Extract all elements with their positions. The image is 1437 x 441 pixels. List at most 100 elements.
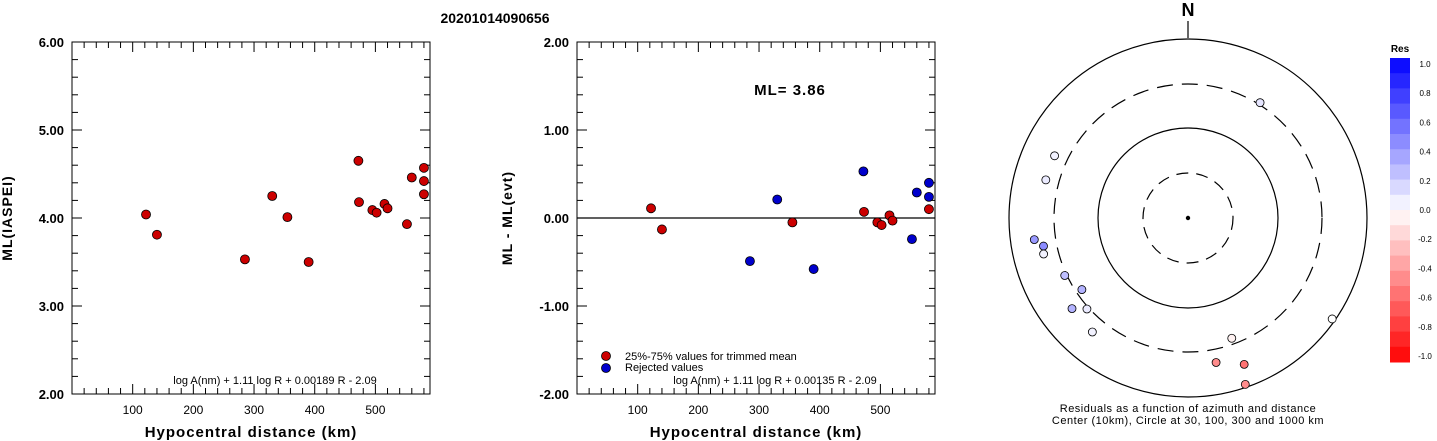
middle-y-tick-label: -1.00 bbox=[539, 299, 569, 314]
left-x-tick-label: 200 bbox=[183, 403, 203, 417]
colorbar-tick-label: 0.0 bbox=[1419, 206, 1431, 215]
middle-data-point-red bbox=[887, 215, 898, 226]
left-data-point bbox=[371, 207, 382, 218]
left-x-tick-label: 500 bbox=[365, 403, 385, 417]
colorbar-cell bbox=[1390, 316, 1410, 333]
middle-y-tick-label: 1.00 bbox=[544, 123, 569, 138]
left-y-axis-label: ML(IASPEI) bbox=[0, 175, 15, 260]
polar-data-point bbox=[1050, 151, 1059, 161]
polar-caption-line1: Residuals as a function of azimuth and d… bbox=[1060, 403, 1316, 415]
middle-x-tick-label: 300 bbox=[749, 403, 769, 417]
polar-points bbox=[1029, 98, 1337, 389]
colorbar-cell bbox=[1390, 58, 1410, 74]
circle-100km bbox=[1097, 127, 1279, 309]
left-data-point bbox=[303, 257, 314, 267]
middle-formula: log A(nm) + 1.11 log R + 0.00135 R - 2.0… bbox=[673, 375, 876, 387]
colorbar-cell bbox=[1390, 301, 1410, 317]
colorbar: Res 1.0 0.8 0.6 0.4 0.2 0.0 -0.2 -0.4 -0.6 -0.8 -1… bbox=[1390, 44, 1432, 363]
colorbar-cell bbox=[1390, 88, 1410, 105]
left-chart: 2.00 3.00 4.00 5.00 6.00 100 200 300 400 500 log… bbox=[0, 35, 431, 441]
left-plot-frame bbox=[71, 41, 431, 395]
left-data-point bbox=[354, 197, 364, 208]
middle-y-axis-label: ML - ML(evt) bbox=[499, 171, 515, 265]
left-x-tick-labels: 100 200 300 400 500 bbox=[123, 403, 386, 417]
left-data-point bbox=[419, 162, 429, 173]
colorbar-cell bbox=[1390, 331, 1410, 348]
left-y-tick-labels: 2.00 3.00 4.00 5.00 6.00 bbox=[39, 35, 64, 402]
middle-data-point-blue bbox=[924, 191, 934, 202]
left-y-tick-label: 5.00 bbox=[39, 123, 64, 138]
middle-x-tick-labels: 100 200 300 400 500 bbox=[628, 403, 891, 417]
middle-y-tick-label: 2.00 bbox=[544, 35, 569, 50]
figure-title: 20201014090656 bbox=[440, 10, 549, 26]
middle-data-point-red bbox=[876, 220, 887, 230]
left-x-axis-label: Hypocentral distance (km) bbox=[145, 424, 358, 441]
middle-x-axis-label: Hypocentral distance (km) bbox=[650, 424, 863, 441]
colorbar-cell bbox=[1390, 346, 1410, 363]
colorbar-cell bbox=[1390, 73, 1410, 89]
left-data-point bbox=[419, 176, 429, 186]
polar-data-point bbox=[1082, 304, 1092, 314]
middle-y-tick-labels: -2.00 -1.00 0.00 1.00 2.00 bbox=[539, 35, 569, 402]
middle-data-point-red bbox=[646, 203, 656, 214]
polar-data-point bbox=[1041, 175, 1051, 185]
middle-x-tick-label: 200 bbox=[688, 403, 708, 417]
left-data-point bbox=[141, 209, 151, 220]
colorbar-tick-label: -0.8 bbox=[1418, 323, 1432, 332]
left-y-tick-label: 6.00 bbox=[39, 35, 64, 50]
middle-y-tick-label: -2.00 bbox=[539, 387, 569, 402]
circle-30km bbox=[1142, 172, 1234, 264]
left-data-point bbox=[152, 229, 162, 240]
polar-data-point bbox=[1227, 333, 1237, 343]
polar-caption-line2: Center (10km), Circle at 30, 100, 300 an… bbox=[1052, 415, 1324, 427]
left-points bbox=[141, 155, 429, 267]
colorbar-tick-labels: 1.0 0.8 0.6 0.4 0.2 0.0 -0.2 -0.4 -0.6 -0.8 -1.0 bbox=[1418, 60, 1432, 361]
colorbar-tick-label: -0.4 bbox=[1418, 264, 1432, 273]
colorbar-tick-label: 1.0 bbox=[1419, 60, 1431, 69]
left-data-point bbox=[419, 189, 429, 200]
middle-data-point-blue bbox=[745, 256, 755, 267]
middle-data-point-blue bbox=[858, 166, 869, 177]
polar-data-point bbox=[1039, 241, 1048, 251]
legend-marker-rejected bbox=[601, 363, 611, 373]
left-x-tick-label: 300 bbox=[244, 403, 264, 417]
colorbar-tick-label: 0.8 bbox=[1419, 89, 1431, 98]
ml-annotation: ML= 3.86 bbox=[754, 82, 826, 99]
middle-data-point-red bbox=[859, 206, 869, 217]
polar-data-point bbox=[1029, 235, 1039, 244]
colorbar-cell bbox=[1390, 210, 1410, 226]
left-data-point bbox=[382, 203, 393, 214]
polar-data-point bbox=[1060, 271, 1070, 280]
circle-300km bbox=[1053, 83, 1323, 353]
middle-data-point-red bbox=[924, 204, 934, 215]
colorbar-cell bbox=[1390, 225, 1410, 241]
north-label: N bbox=[1182, 0, 1195, 20]
left-data-point bbox=[402, 219, 412, 230]
colorbar-tick-label: 0.2 bbox=[1419, 177, 1431, 186]
polar-chart: N Residuals as a function of azimuth and… bbox=[1008, 0, 1368, 427]
colorbar-cell bbox=[1390, 240, 1410, 257]
left-y-tick-label: 3.00 bbox=[39, 299, 64, 314]
middle-data-point-blue bbox=[924, 177, 934, 188]
colorbar-title: Res bbox=[1391, 44, 1410, 55]
center-dot bbox=[1185, 215, 1191, 221]
polar-data-point bbox=[1211, 358, 1221, 367]
legend-label-rejected: Rejected values bbox=[625, 362, 704, 374]
colorbar-tick-label: 0.6 bbox=[1419, 118, 1431, 127]
middle-data-point-red bbox=[787, 217, 798, 228]
polar-data-point bbox=[1239, 359, 1249, 369]
middle-data-point-blue bbox=[907, 234, 917, 245]
colorbar-cell bbox=[1390, 118, 1410, 135]
middle-data-point-blue bbox=[911, 187, 922, 198]
left-data-point bbox=[406, 172, 417, 183]
polar-data-point bbox=[1255, 98, 1265, 108]
left-formula: log A(nm) + 1.11 log R + 0.00189 R - 2.0… bbox=[173, 375, 376, 387]
polar-data-point bbox=[1087, 327, 1097, 337]
left-x-tick-label: 400 bbox=[305, 403, 325, 417]
legend-label-trimmed: 25%-75% values for trimmed mean bbox=[625, 351, 797, 363]
polar-data-point bbox=[1327, 314, 1337, 324]
left-data-point bbox=[353, 155, 364, 166]
polar-data-point bbox=[1067, 304, 1077, 314]
colorbar-cell bbox=[1390, 270, 1410, 287]
